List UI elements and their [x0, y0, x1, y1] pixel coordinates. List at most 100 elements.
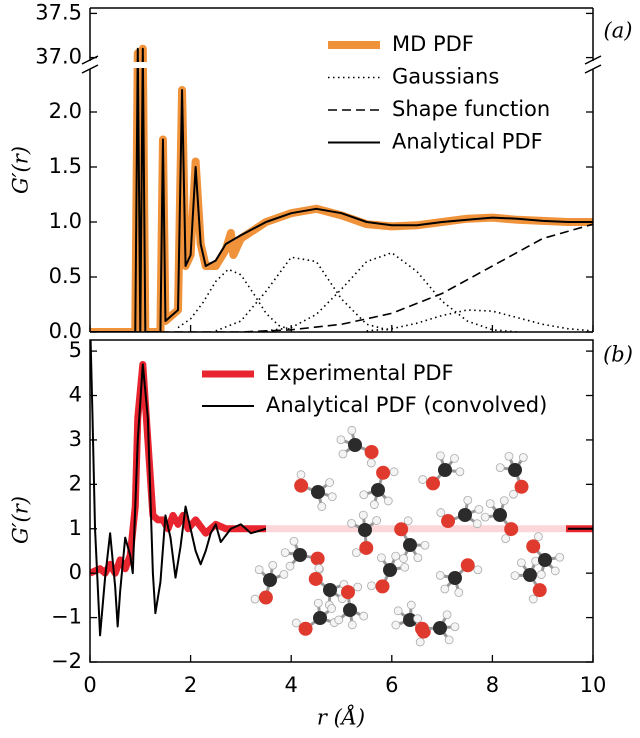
hydrogen: [347, 425, 357, 435]
hydrogen: [289, 536, 299, 546]
y-tick-label: −1: [51, 605, 82, 629]
hydrogen: [473, 565, 483, 575]
hydrogen: [280, 548, 290, 558]
axis-break: [81, 64, 99, 74]
hydrogen: [338, 449, 348, 459]
hydrogen: [516, 558, 526, 568]
hydrogen: [555, 552, 565, 562]
hydrogen: [254, 565, 264, 575]
hydrogen: [403, 516, 413, 526]
hydrogen: [518, 453, 528, 462]
hydrogen: [450, 622, 460, 632]
hydrogen: [418, 475, 428, 484]
hydrogen: [413, 614, 423, 624]
carbon: [323, 583, 337, 597]
y-tick-label: −2: [51, 649, 82, 673]
hydrogen: [420, 540, 430, 550]
carbon: [448, 571, 462, 585]
hydrogen: [504, 451, 514, 461]
hydrogen: [499, 496, 509, 506]
legend-label: Experimental PDF: [266, 361, 454, 385]
hydrogen: [550, 566, 560, 576]
hydrogen: [463, 495, 473, 505]
hydrogen: [334, 615, 344, 625]
y-tick-label: 1.5: [49, 154, 82, 178]
carbon: [538, 553, 552, 567]
hydrogen: [336, 435, 346, 445]
hydrogen: [314, 564, 324, 573]
oxygen: [294, 478, 309, 493]
hydrogen: [347, 518, 356, 528]
oxygen: [394, 522, 409, 537]
hydrogen: [250, 594, 260, 604]
y-tick-label: 4: [69, 383, 82, 407]
oxygen: [308, 571, 323, 586]
oxygen: [340, 585, 355, 600]
hydrogen: [533, 532, 543, 542]
hydrogen: [509, 489, 518, 499]
hydrogen: [391, 620, 401, 630]
y-tick-label: 0: [69, 560, 82, 584]
y-tick-label: 2: [69, 471, 82, 495]
hydrogen: [454, 588, 464, 597]
carbon: [438, 463, 452, 477]
oxygen: [298, 621, 313, 636]
oxygen: [460, 558, 475, 573]
hydrogen: [474, 504, 484, 514]
carbon: [311, 485, 325, 499]
hydrogen: [415, 637, 425, 647]
x-tick-label: 6: [385, 673, 398, 697]
hydrogen: [359, 490, 369, 500]
carbon: [293, 548, 307, 562]
y-tick-label: 5: [69, 338, 82, 362]
oxygen: [310, 551, 325, 566]
hydrogen: [347, 620, 357, 630]
y-axis-label: G′(r): [9, 496, 33, 544]
hydrogen: [450, 454, 459, 463]
carbon: [403, 613, 417, 627]
y-tick-label: 0.0: [49, 319, 82, 343]
hydrogen: [455, 467, 465, 477]
hydrogen: [367, 581, 376, 591]
carbon: [493, 508, 507, 522]
molecule-inset: [250, 425, 565, 647]
x-tick-label: 4: [285, 673, 298, 697]
hydrogen: [268, 560, 278, 570]
hydrogen: [369, 500, 379, 509]
hydrogen: [413, 553, 423, 563]
hydrogen: [372, 516, 382, 525]
carbon: [263, 573, 277, 587]
hydrogen: [325, 478, 335, 487]
hydrogen: [399, 554, 408, 563]
hydrogen: [501, 534, 511, 543]
hydrogen: [389, 467, 399, 477]
hydrogen: [391, 551, 401, 561]
series-line: [90, 47, 593, 332]
carbon: [343, 603, 357, 617]
y-tick-label: 37.0: [35, 45, 82, 69]
oxygen: [504, 522, 519, 537]
carbon: [348, 438, 362, 452]
hydrogen: [383, 496, 393, 506]
series-line: [177, 252, 593, 332]
panel-label: (a): [604, 19, 633, 43]
hydrogen: [406, 600, 416, 610]
legend-label: Analytical PDF: [392, 130, 543, 154]
hydrogen: [285, 561, 295, 571]
carbon: [403, 538, 417, 552]
x-tick-label: 8: [486, 673, 499, 697]
hydrogen: [440, 584, 450, 594]
oxygen: [532, 583, 547, 598]
carbon: [458, 508, 472, 522]
hydrogen: [485, 499, 495, 509]
hydrogen: [279, 569, 289, 579]
hydrogen: [528, 594, 538, 604]
hydrogen: [351, 548, 361, 558]
y-tick-label: 2.0: [49, 99, 82, 123]
carbon: [358, 523, 372, 537]
hydrogen: [495, 463, 505, 473]
hydrogen: [444, 635, 454, 645]
hydrogen: [510, 571, 520, 581]
x-tick-label: 0: [83, 673, 96, 697]
